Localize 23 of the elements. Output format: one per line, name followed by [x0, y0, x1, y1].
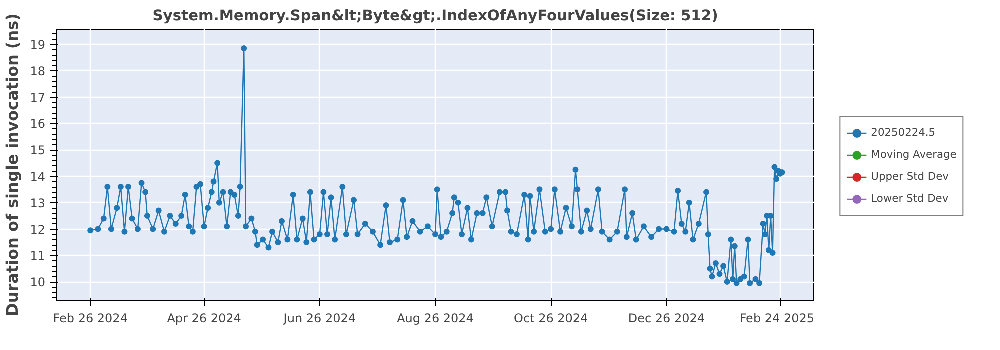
y-tick-label: 14 — [30, 170, 46, 184]
legend-label: 20250224.5 — [871, 126, 936, 139]
y-axis-title: Duration of single invocation (ns) — [3, 14, 22, 316]
x-tick-label: Apr 26 2024 — [167, 312, 242, 326]
x-tick-label: Aug 26 2024 — [397, 312, 474, 326]
legend-label: Moving Average — [871, 148, 957, 161]
y-tick-label: 10 — [30, 276, 46, 290]
chart-title: System.Memory.Span&lt;Byte&gt;.IndexOfAnyFourValues(Size: 512) — [152, 8, 718, 24]
y-tick-label: 12 — [30, 222, 46, 237]
x-tick-label: Feb 26 2024 — [53, 312, 128, 326]
x-tick-label: Oct 26 2024 — [514, 312, 588, 326]
x-tick-label: Feb 24 2025 — [740, 312, 815, 326]
y-tick-label: 19 — [30, 38, 46, 52]
x-tick-label: Jun 26 2024 — [282, 312, 356, 326]
y-tick-label: 15 — [30, 144, 46, 158]
legend-label: Upper Std Dev — [871, 170, 949, 183]
y-tick-label: 18 — [30, 64, 46, 78]
y-tick-label: 13 — [30, 196, 46, 210]
legend-label: Lower Std Dev — [871, 192, 949, 205]
y-tick-label: 11 — [30, 249, 46, 264]
y-tick-label: 16 — [30, 117, 46, 132]
y-tick-label: 17 — [30, 90, 46, 105]
x-tick-label: Dec 26 2024 — [628, 312, 706, 326]
